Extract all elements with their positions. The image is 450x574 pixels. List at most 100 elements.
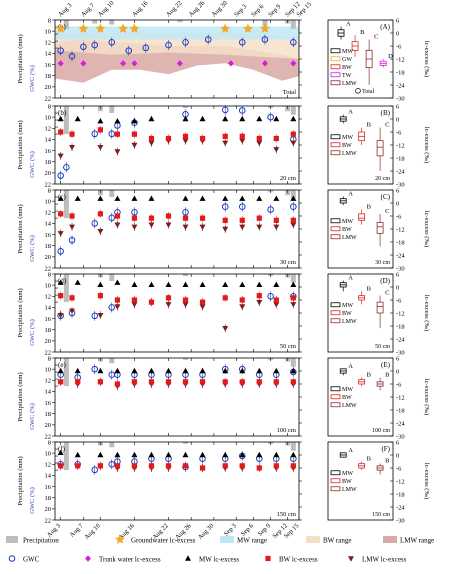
legend-item-trunk-water-lc-excess: Trunk water lc-excess: [85, 555, 161, 564]
precip-bar: [290, 274, 296, 283]
gwc-point: [57, 172, 64, 179]
gwc-tick-label: 16: [45, 62, 52, 69]
gwc-tick-label: 18: [45, 73, 52, 80]
mw-lc-point: [131, 117, 138, 124]
gwc-tick-label: 22: [45, 265, 52, 272]
x-tick-label: Aug 10: [97, 0, 116, 18]
legend-item-groundwater-lc-excess: Groundwater lc-excess: [115, 534, 196, 545]
box-legend-swatch: [330, 142, 341, 148]
gwc-point: [80, 43, 87, 51]
legend-label: BW range: [323, 537, 351, 545]
box-panel-label: (C): [381, 193, 391, 201]
box-legend-label: BW: [342, 311, 352, 317]
legend-item-gwc: GWC: [8, 555, 40, 564]
bw-lc-point: [239, 379, 245, 385]
gwc-tick-label: 22: [45, 181, 52, 188]
gwc-tick-label: 10: [45, 28, 52, 35]
gwc-point: [68, 236, 76, 244]
gwc-tick-label: 10: [45, 114, 52, 121]
tw-lc-point: [57, 60, 64, 67]
gwc-tick-label: 18: [45, 243, 52, 250]
box-legend-swatch: [330, 134, 341, 140]
depth-label: 20 cm: [280, 175, 296, 182]
box-significance-letter: B: [367, 285, 372, 292]
precip-bar: [92, 20, 98, 24]
lc-tick-label: -24: [396, 420, 405, 427]
bw-lc-point: [182, 133, 189, 139]
x-tick-label: Aug 26: [188, 0, 207, 18]
lc-tick-label: -18: [396, 69, 405, 76]
gwc-tick-label: 8: [48, 271, 51, 278]
lc-axis-label: lc-excess (‰): [423, 295, 430, 331]
lc-tick-label: -30: [396, 349, 405, 356]
bw-lc-point: [199, 465, 206, 471]
lmw-lc-point: [131, 302, 138, 308]
panel-f: 8 10 12 14 16 18 20 22 Precipitation (mm) GWC (%)…: [17, 439, 430, 541]
gwc-axis-label: GWC (%): [29, 487, 36, 514]
box-legend-swatch: [330, 48, 341, 54]
legend-label: GWC: [23, 556, 40, 564]
bw-lc-point: [114, 463, 121, 469]
lmw-lc-point: [199, 224, 206, 231]
gwc-point: [91, 312, 99, 320]
bw-lc-point: [182, 297, 189, 303]
lmw-lc-point: [290, 222, 297, 228]
lc-tick-label: -18: [396, 491, 405, 498]
mw-lc-point: [114, 367, 121, 374]
mw-lc-point: [148, 281, 155, 288]
gwc-tick-label: 16: [45, 316, 52, 323]
mw-lc-point: [57, 449, 64, 456]
bw-lc-point: [239, 133, 245, 139]
lmw-lc-point: [114, 222, 121, 228]
box-significance-letter: A: [346, 21, 351, 28]
bw-lc-point: [239, 297, 245, 303]
lmw-lc-point: [97, 312, 104, 319]
mw-lc-point: [290, 451, 297, 458]
mw-lc-point: [131, 451, 138, 458]
lc-tick-label: -30: [396, 95, 405, 102]
precip-axis-label: Precipitation (mm): [17, 120, 24, 169]
box-body: [358, 213, 366, 221]
lmw-lc-point: [114, 149, 121, 155]
box-panel-label: (A): [380, 23, 390, 31]
gwc-point: [267, 206, 274, 213]
lmw-lc-point: [69, 308, 76, 315]
legend-item-bw-lc-excess: BW lc-excess: [265, 556, 318, 564]
boxplot-C: 6 0 -6 -12 -18 -24 -30 lc-excess (‰) (C) A B C MW BW L…: [327, 187, 430, 272]
box-legend-swatch: [330, 478, 341, 484]
boxplot-D: 6 0 -6 -12 -18 -24 -30 lc-excess (‰) (D) A B C MW BW L…: [327, 271, 430, 356]
gw-lc-point: [118, 23, 129, 33]
gwc-point: [261, 36, 269, 43]
bw-lc-point: [131, 297, 138, 303]
mw-lc-point: [222, 281, 229, 288]
box-legend-swatch: [330, 486, 341, 492]
mw-lc-point: [256, 195, 263, 201]
mw-lc-point: [182, 367, 189, 374]
gwc-tick-label: 8: [48, 187, 51, 194]
boxplot-E: 6 0 -6 -12 -18 -24 -30 lc-excess (‰) (E) A B B MW BW L…: [327, 355, 430, 440]
precip-bar: [63, 442, 69, 471]
box-legend-swatch: [330, 56, 341, 62]
lmw-lc-point: [182, 302, 189, 308]
mw-lc-point: [273, 281, 280, 288]
lc-tick-label: -12: [396, 56, 405, 63]
box-legend-label: LMW: [342, 81, 357, 87]
lc-axis-label: lc-excess (‰): [423, 211, 430, 247]
gw-lc-point: [220, 23, 231, 33]
box-legend-label: MW: [342, 303, 353, 309]
lmw-lc-point: [165, 302, 172, 308]
lmw-lc-point: [182, 224, 189, 231]
bw-lc-point: [58, 379, 64, 385]
lmw-lc-point: [256, 224, 263, 231]
mw-lc-point: [165, 451, 172, 458]
x-tick-label: Aug 22: [165, 0, 184, 18]
mw-lc-point: [131, 367, 138, 374]
box-significance-letter: C: [385, 208, 389, 215]
bw-lc-point: [114, 131, 121, 137]
mw-lc-point: [182, 281, 189, 288]
bw-lc-point: [290, 217, 296, 223]
box-legend-swatch: [330, 64, 341, 70]
precip-axis-label: Precipitation (mm): [17, 288, 24, 337]
bw-lc-point: [165, 463, 172, 469]
gwc-point: [165, 41, 172, 49]
